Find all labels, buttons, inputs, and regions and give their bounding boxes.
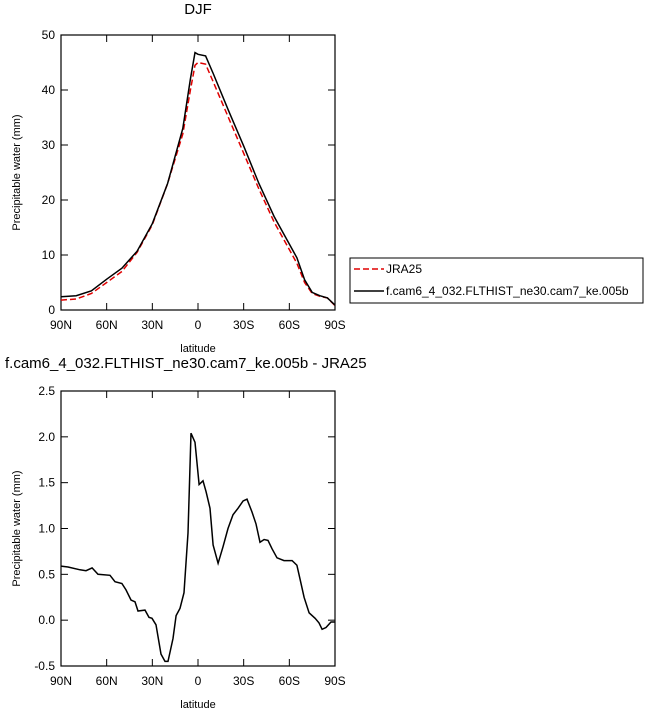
chart-title: DJF <box>184 1 212 18</box>
x-axis-label: latitude <box>180 699 215 711</box>
y-axis-label: Precipitable water (mm) <box>11 470 23 586</box>
y-tick-label: 1.5 <box>38 476 55 490</box>
x-tick-label: 60S <box>279 674 300 688</box>
chart-title: f.cam6_4_032.FLTHIST_ne30.cam7_ke.005b -… <box>5 355 367 372</box>
y-tick-label: 10 <box>42 248 56 262</box>
y-tick-label: -0.5 <box>34 659 55 673</box>
legend-box <box>349 257 644 304</box>
y-tick-label: 40 <box>42 83 56 97</box>
data-line <box>60 432 335 663</box>
plot-frame <box>60 34 336 311</box>
y-tick-label: 0.5 <box>38 567 55 581</box>
data-line <box>60 61 336 307</box>
y-tick-label: 30 <box>42 138 56 152</box>
legend-label: JRA25 <box>386 262 422 276</box>
x-tick-label: 30S <box>233 318 254 332</box>
plot-frame <box>60 390 336 667</box>
y-tick-label: 0 <box>48 303 55 317</box>
y-tick-label: 1.0 <box>38 522 55 536</box>
y-tick-label: 50 <box>42 28 56 42</box>
x-tick-label: 60N <box>96 318 118 332</box>
x-tick-label: 90S <box>324 674 345 688</box>
x-tick-label: 30N <box>141 318 163 332</box>
x-tick-label: 90N <box>50 674 72 688</box>
y-tick-label: 20 <box>42 193 56 207</box>
x-tick-label: 0 <box>195 674 202 688</box>
y-tick-label: 2.5 <box>38 384 55 398</box>
x-tick-label: 30S <box>233 674 254 688</box>
x-tick-label: 30N <box>141 674 163 688</box>
x-axis-label: latitude <box>180 343 215 355</box>
x-tick-label: 90N <box>50 318 72 332</box>
y-axis-label: Precipitable water (mm) <box>11 114 23 230</box>
y-tick-label: 2.0 <box>38 430 55 444</box>
x-tick-label: 0 <box>195 318 202 332</box>
x-tick-label: 60S <box>279 318 300 332</box>
y-tick-label: 0.0 <box>38 613 55 627</box>
x-tick-label: 60N <box>96 674 118 688</box>
legend-label: f.cam6_4_032.FLTHIST_ne30.cam7_ke.005b <box>386 284 629 298</box>
x-tick-label: 90S <box>324 318 345 332</box>
data-line <box>60 51 336 306</box>
